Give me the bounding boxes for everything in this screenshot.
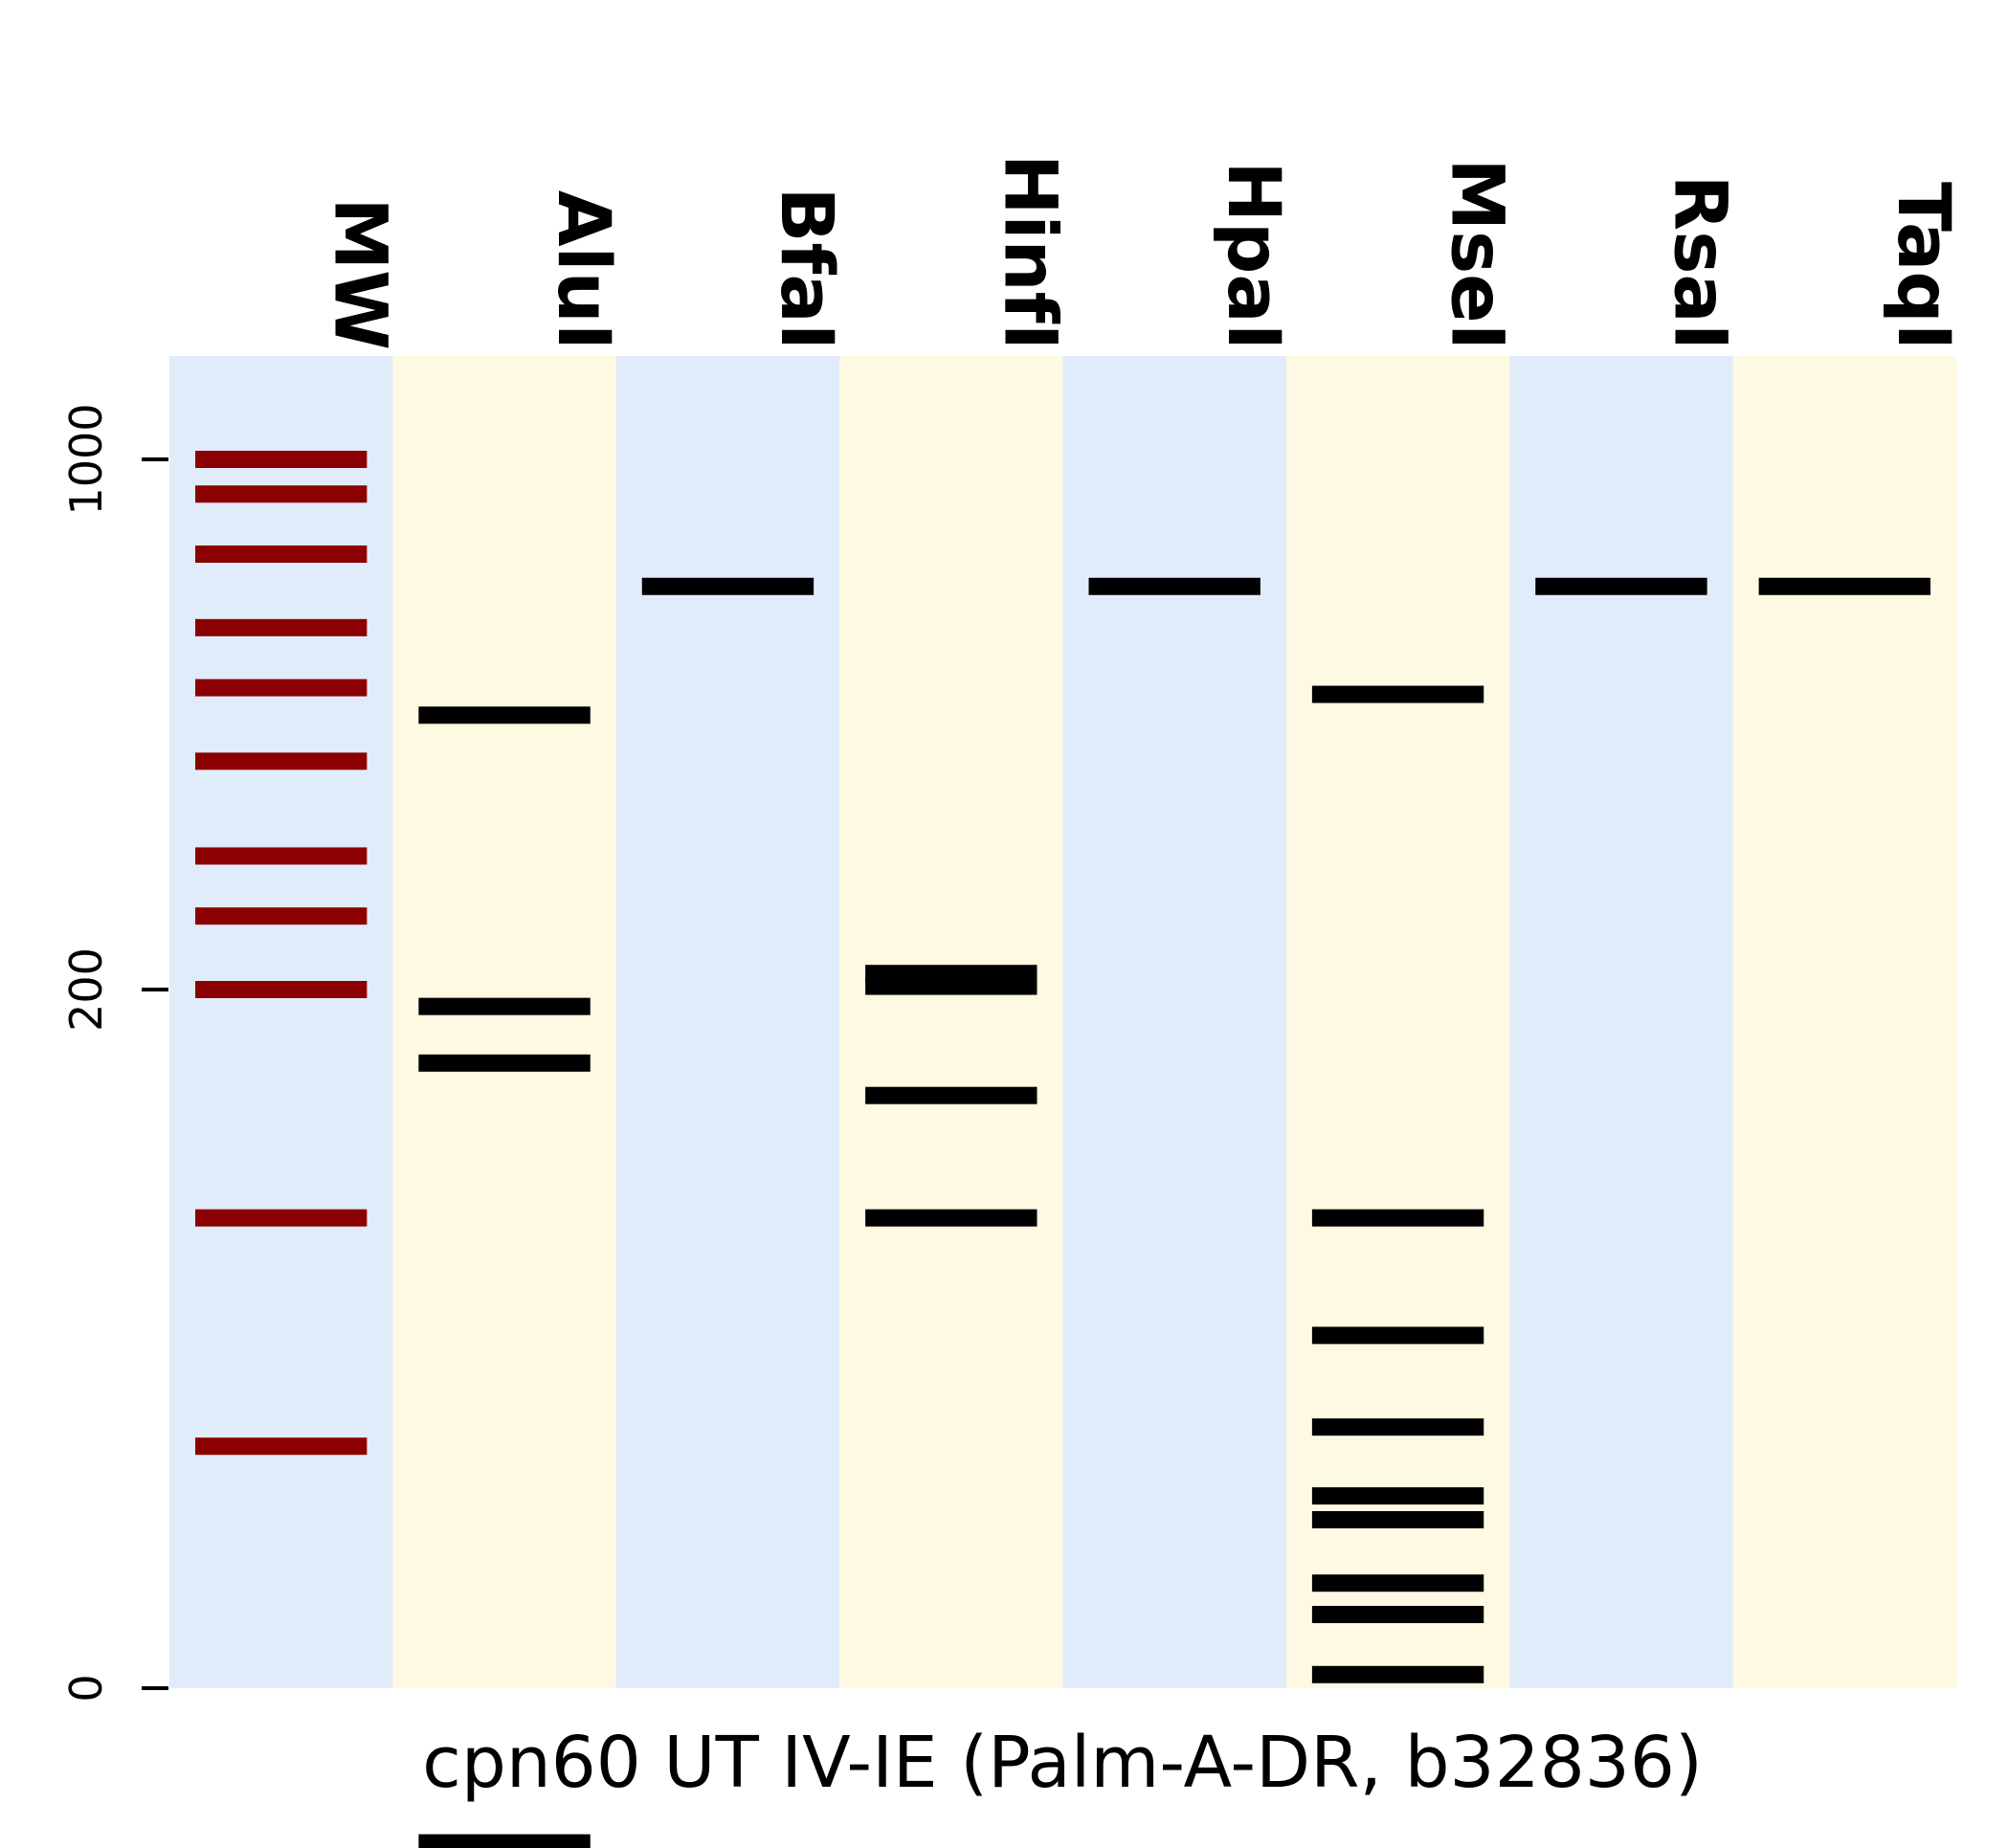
band <box>1311 1665 1484 1683</box>
marker-band <box>195 981 368 998</box>
band <box>865 1086 1037 1104</box>
x-axis-label: cpn60 UT IV-IE (Palm-A-DR, b32836) <box>422 1722 1703 1804</box>
bands-layer <box>195 451 1930 1848</box>
marker-band <box>195 1437 368 1456</box>
band <box>418 1054 591 1072</box>
band <box>418 1834 591 1848</box>
band <box>418 706 591 724</box>
band <box>418 997 591 1015</box>
band <box>1535 577 1707 595</box>
lane-msei <box>1285 356 1510 1688</box>
lane-hpai <box>1062 356 1287 1688</box>
lane-rsai <box>1509 356 1734 1688</box>
marker-band <box>195 451 368 468</box>
lane-bfai <box>615 356 840 1688</box>
lane-label: HinfI <box>989 154 1074 350</box>
lane-label: TaqI <box>1882 182 1967 350</box>
band <box>865 1209 1037 1227</box>
band <box>1311 1511 1484 1528</box>
band <box>1088 577 1261 595</box>
y-axis: 0 200 1000 <box>60 403 168 1703</box>
marker-band <box>195 1209 368 1227</box>
lane-label: MW <box>318 198 403 350</box>
lane-label: AluI <box>542 190 627 350</box>
band <box>1311 1606 1484 1624</box>
marker-band <box>195 545 368 564</box>
band <box>1758 577 1930 595</box>
band <box>1311 1574 1484 1592</box>
lane-hinfi <box>839 356 1063 1688</box>
lanes-layer <box>169 356 1957 1688</box>
lane-taqi <box>1732 356 1957 1688</box>
lane-labels: MW AluI BfaI HinfI HpaI MseI RsaI TaqI <box>318 154 1967 350</box>
lane-alui <box>392 356 617 1688</box>
marker-band <box>195 618 368 636</box>
marker-band <box>195 679 368 697</box>
marker-band <box>195 752 368 770</box>
lane-label: BfaI <box>765 187 850 350</box>
band <box>1311 685 1484 703</box>
y-tick-label: 200 <box>60 947 112 1032</box>
band <box>1311 1418 1484 1436</box>
band <box>865 977 1037 995</box>
lane-label: RsaI <box>1659 175 1744 350</box>
marker-band <box>195 847 368 865</box>
y-tick-label: 1000 <box>60 403 112 515</box>
marker-band <box>195 485 368 503</box>
band <box>641 577 814 595</box>
band <box>1311 1326 1484 1345</box>
band <box>1311 1487 1484 1505</box>
lane-label: HpaI <box>1212 161 1297 350</box>
lane-label: MseI <box>1435 158 1520 350</box>
y-tick-label: 0 <box>60 1674 112 1702</box>
marker-band <box>195 907 368 925</box>
band <box>1311 1209 1484 1227</box>
lane-mw <box>169 356 393 1688</box>
